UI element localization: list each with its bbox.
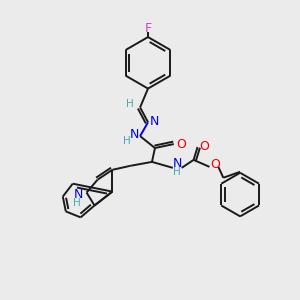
Text: N: N xyxy=(173,158,182,170)
Text: H: H xyxy=(123,136,131,146)
Text: H: H xyxy=(126,99,134,110)
Text: O: O xyxy=(176,138,186,151)
Text: H: H xyxy=(173,167,181,177)
Text: N: N xyxy=(149,115,159,128)
Text: N: N xyxy=(74,188,83,201)
Text: O: O xyxy=(211,158,220,171)
Text: F: F xyxy=(145,22,152,34)
Text: O: O xyxy=(200,140,209,152)
Text: H: H xyxy=(73,197,81,208)
Text: N: N xyxy=(130,128,139,141)
